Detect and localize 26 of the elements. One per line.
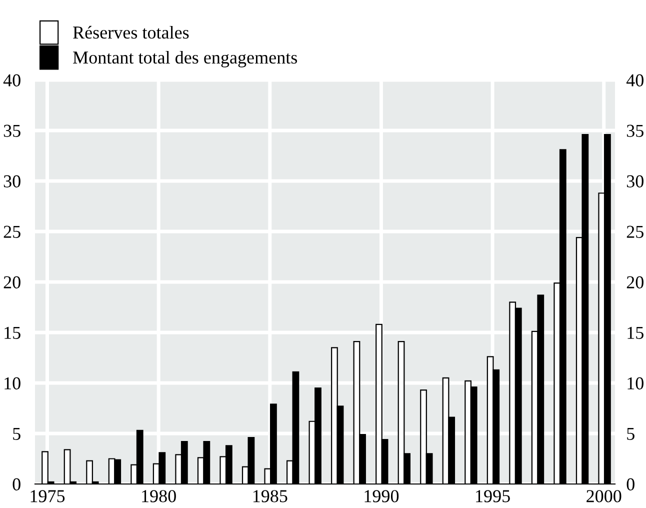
y2-tick-label: 0 [626,478,634,490]
y-tick-label: 10 [4,377,20,390]
y-tick-label: 20 [4,276,20,288]
y-tick-label: 25 [4,226,20,238]
legend-label: Montant total des engagements [73,50,298,68]
y2-tick-label: 15 [628,326,644,339]
y2-tick-label: 25 [626,226,644,238]
y-tick-label: 5 [13,428,20,440]
x-tick-label: 1975 [30,490,65,502]
x-tick-label: 1980 [142,490,176,502]
legend-label: Réserves totales [73,26,189,39]
y2-tick-label: 10 [628,377,644,390]
y-tick-label: 15 [4,326,20,339]
x-tick-label: 1985 [253,490,288,502]
y2-tick-label: 5 [627,428,634,440]
y2-tick-label: 30 [626,175,644,188]
y-tick-label: 30 [4,175,20,188]
y-tick-label: 0 [12,478,20,490]
y-tick-label: 35 [4,124,20,137]
y2-tick-label: 40 [626,74,644,86]
y-tick-label: 40 [3,74,20,86]
y2-tick-label: 35 [626,124,644,137]
x-tick-label: 2000 [586,490,622,502]
x-tick-label: 1995 [476,490,510,502]
y2-tick-label: 20 [626,276,644,288]
x-tick-label: 1990 [364,490,399,502]
